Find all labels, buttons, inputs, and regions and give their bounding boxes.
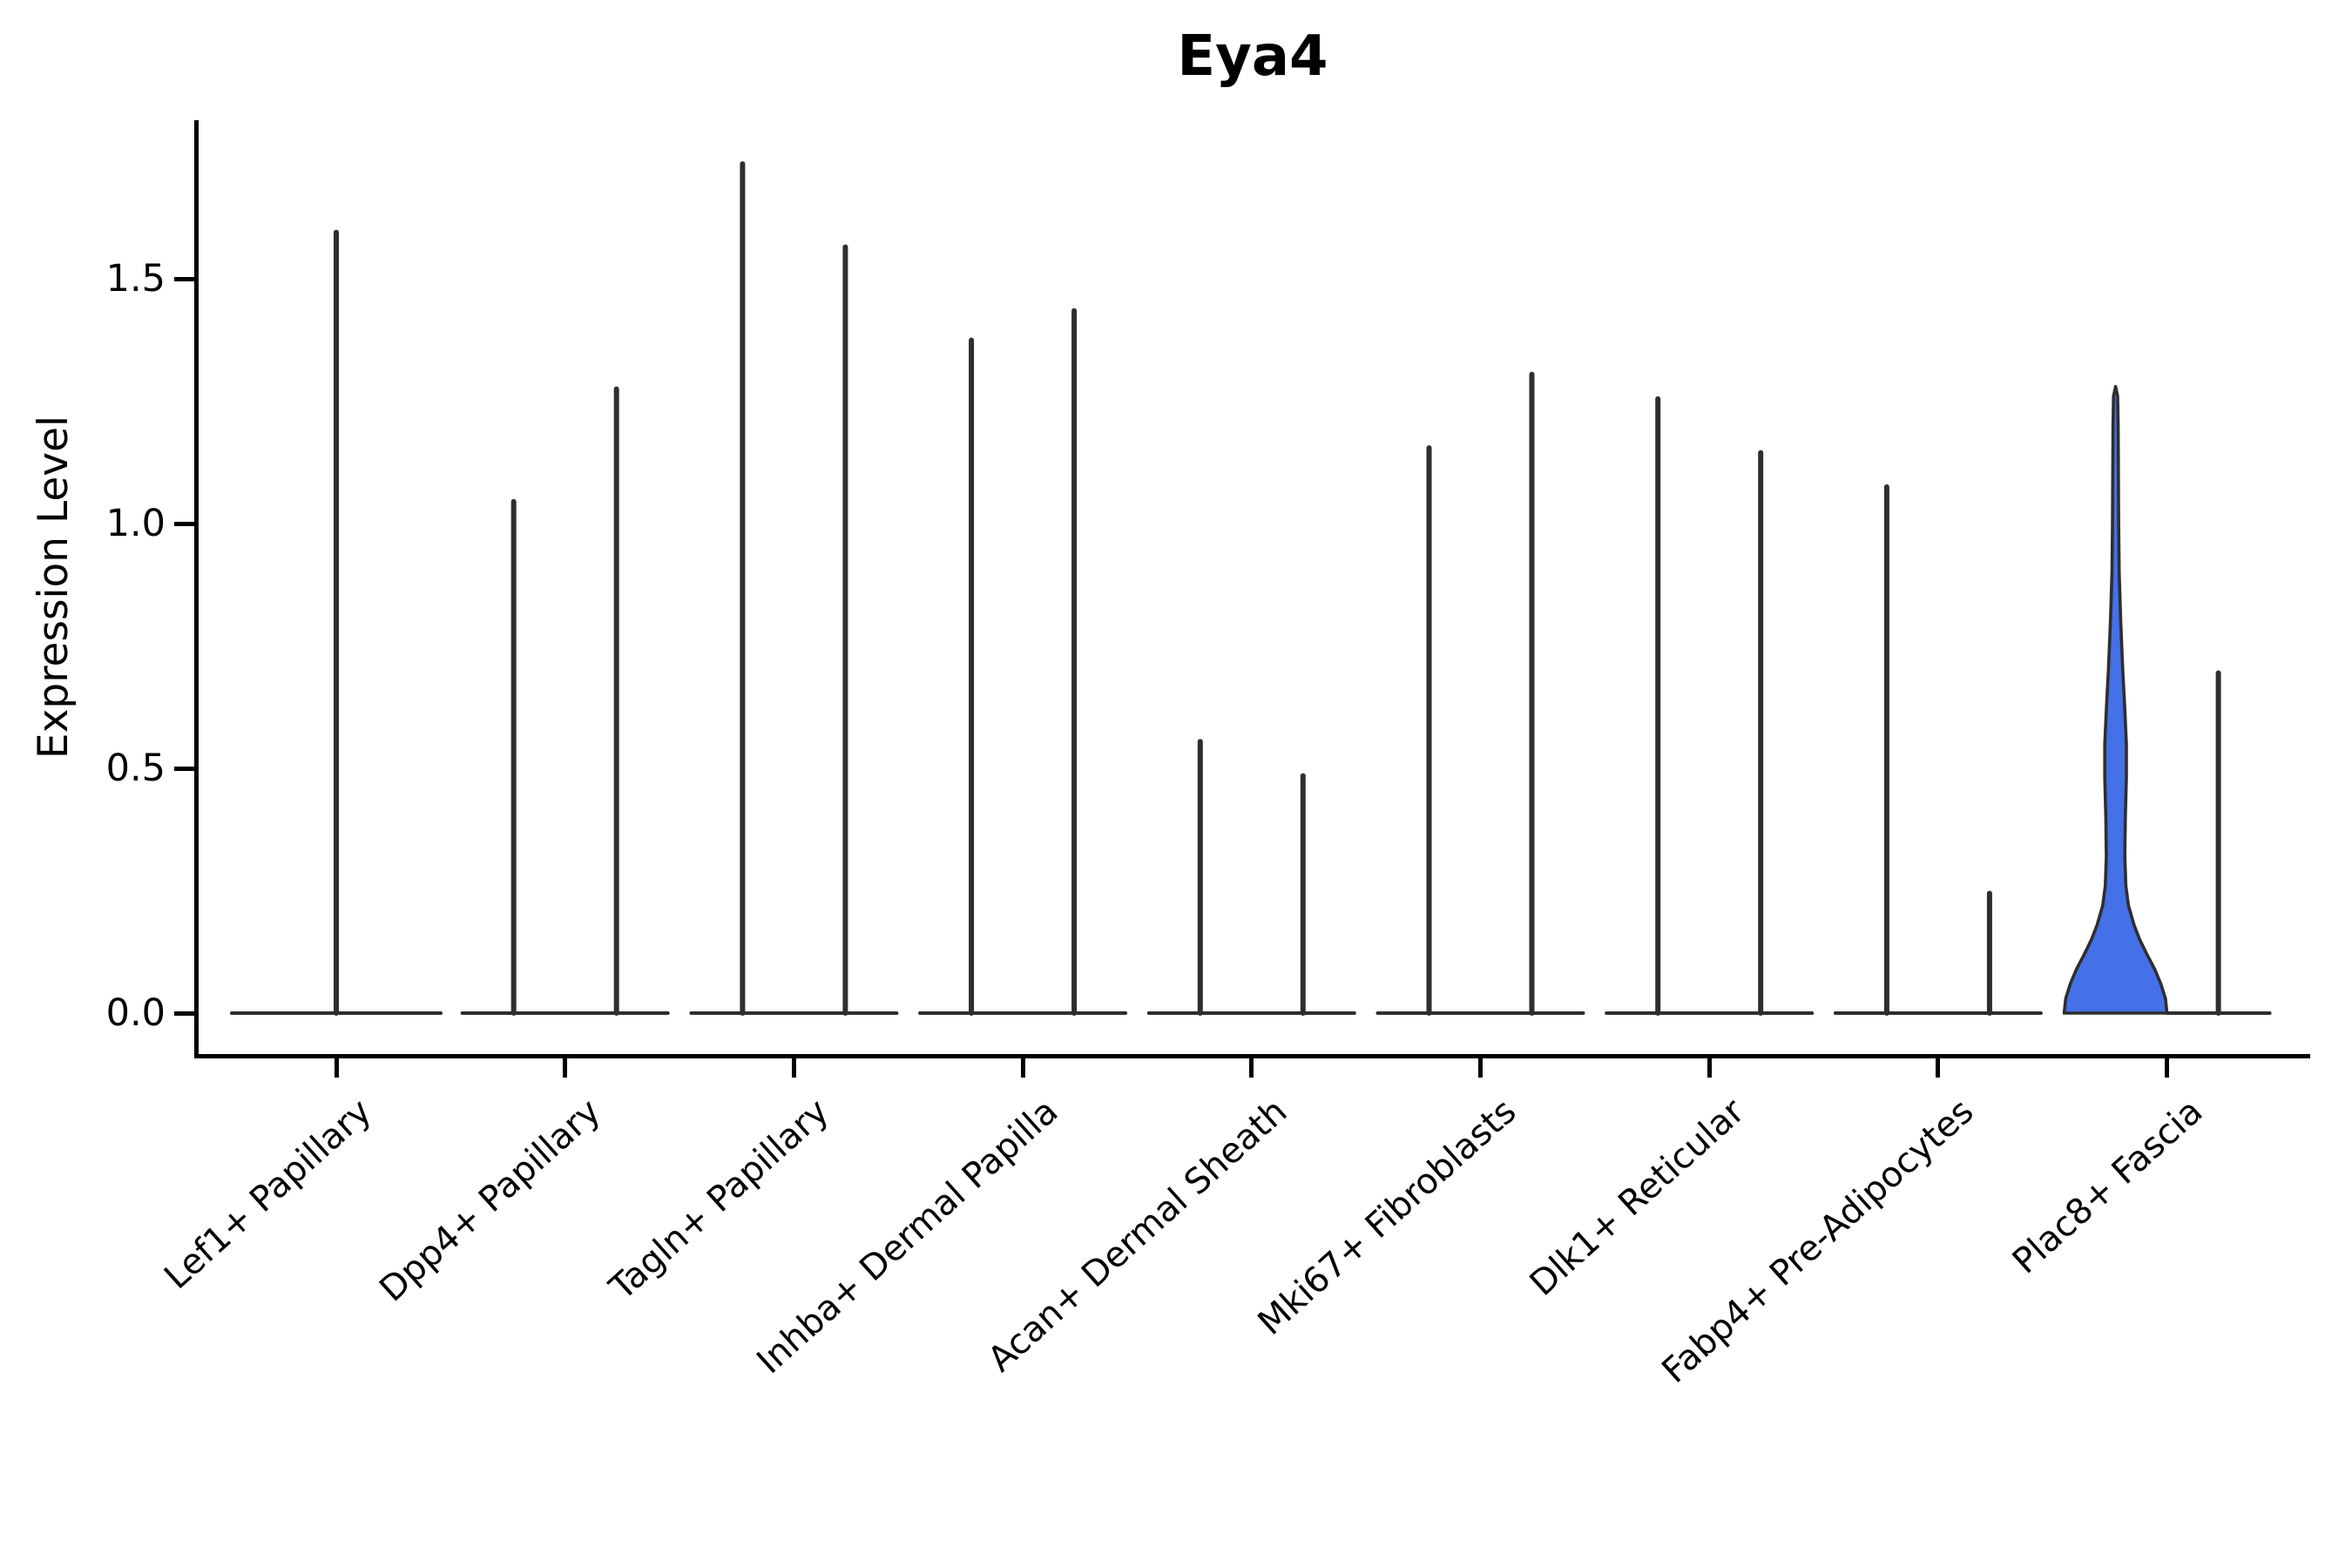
y-tick-label: 1.5 bbox=[105, 257, 166, 301]
x-tick-mark bbox=[1020, 1056, 1025, 1078]
violin-acan-dermal-sheath-right bbox=[1249, 773, 1356, 1016]
x-tick-mark bbox=[334, 1056, 339, 1078]
violin-inhba-dermal-papilla-right bbox=[1021, 308, 1128, 1016]
y-tick-label: 0.0 bbox=[105, 991, 166, 1035]
violin-plac8-fascia-left bbox=[2062, 384, 2169, 1015]
y-tick-label: 0.5 bbox=[105, 747, 166, 790]
x-tick-mark bbox=[1707, 1056, 1712, 1078]
violin-dlk1-reticular-left bbox=[1605, 395, 1712, 1016]
y-axis-spine bbox=[194, 120, 199, 1058]
x-tick-mark bbox=[791, 1056, 796, 1078]
violin-acan-dermal-sheath-left bbox=[1146, 739, 1254, 1016]
violin-tagln-papillary-right bbox=[792, 244, 899, 1016]
violin-plac8-fascia-right bbox=[2165, 670, 2272, 1016]
x-tick-mark bbox=[2165, 1056, 2170, 1078]
violin-dlk1-reticular-right bbox=[1707, 449, 1815, 1016]
violin-mki67-fibroblasts-right bbox=[1478, 371, 1585, 1016]
violin-lef1-papillary-single bbox=[230, 229, 443, 1016]
y-tick-mark bbox=[174, 1010, 197, 1016]
x-tick-mark bbox=[1478, 1056, 1483, 1078]
y-tick-mark bbox=[174, 276, 197, 281]
violin-fabp4-pre-adipocytes-right bbox=[1936, 890, 2043, 1016]
violin-dpp4-papillary-left bbox=[460, 498, 567, 1016]
violin-dpp4-papillary-right bbox=[563, 386, 670, 1016]
y-tick-mark bbox=[174, 521, 197, 526]
x-tick-mark bbox=[1936, 1056, 1941, 1078]
x-tick-mark bbox=[563, 1056, 568, 1078]
y-tick-label: 1.0 bbox=[105, 502, 166, 545]
plot-title: Eya4 bbox=[1177, 24, 1328, 89]
violin-inhba-dermal-papilla-left bbox=[918, 337, 1025, 1016]
violin-fabp4-pre-adipocytes-left bbox=[1833, 484, 1940, 1016]
y-tick-mark bbox=[174, 766, 197, 771]
violin-tagln-papillary-left bbox=[689, 161, 796, 1016]
violin-body-filled bbox=[2062, 384, 2169, 1015]
x-tick-mark bbox=[1249, 1056, 1254, 1078]
violin-mki67-fibroblasts-left bbox=[1375, 445, 1483, 1016]
